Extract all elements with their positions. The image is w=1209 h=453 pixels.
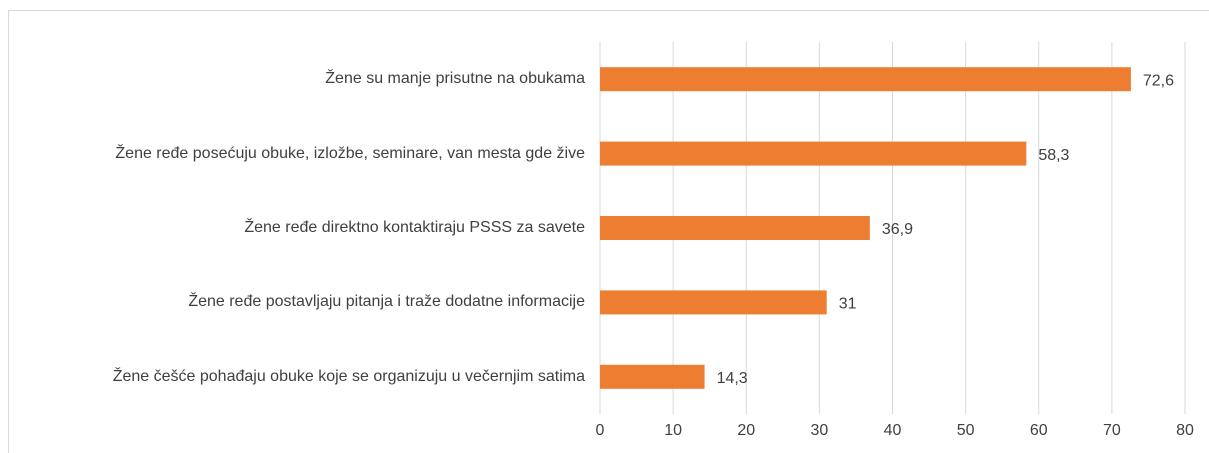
x-tick-label: 30 [810, 422, 828, 439]
y-tick-label: Žene češće pohađaju obuke koje se organi… [112, 367, 585, 385]
bar [600, 141, 1027, 166]
data-label: 58,3 [1038, 147, 1069, 164]
x-tick-label: 50 [957, 422, 975, 439]
y-tick-label: Žene ređe postavljaju pitanja i traže do… [188, 293, 585, 311]
data-label: 36,9 [882, 221, 913, 238]
y-tick-label: Žene ređe posećuju obuke, izložbe, semin… [115, 144, 585, 162]
bar [600, 67, 1131, 92]
data-label: 72,6 [1143, 72, 1174, 89]
data-label: 14,3 [717, 370, 748, 387]
y-tick-label: Žene su manje prisutne na obukama [325, 70, 585, 88]
chart-frame [8, 10, 1209, 453]
bar [600, 364, 705, 389]
bar [600, 290, 827, 315]
category-label-box: Žene češće pohađaju obuke koje se organi… [112, 367, 585, 385]
category-label-box: Žene ređe posećuju obuke, izložbe, semin… [115, 144, 585, 162]
category-label-box: Žene su manje prisutne na obukama [325, 70, 585, 88]
y-tick-label: Žene ređe direktno kontaktiraju PSSS za … [244, 219, 585, 236]
category-label-box: Žene ređe direktno kontaktiraju PSSS za … [244, 219, 585, 236]
category-label-box: Žene ređe postavljaju pitanja i traže do… [188, 293, 585, 311]
bar [600, 216, 870, 240]
x-tick-label: 20 [737, 422, 755, 439]
x-tick-label: 60 [1030, 422, 1048, 439]
x-tick-label: 0 [596, 422, 605, 439]
x-tick-label: 10 [664, 422, 682, 439]
data-label: 31 [839, 296, 857, 313]
x-tick-label: 80 [1176, 422, 1194, 439]
x-tick-label: 70 [1103, 422, 1121, 439]
x-tick-label: 40 [884, 422, 902, 439]
